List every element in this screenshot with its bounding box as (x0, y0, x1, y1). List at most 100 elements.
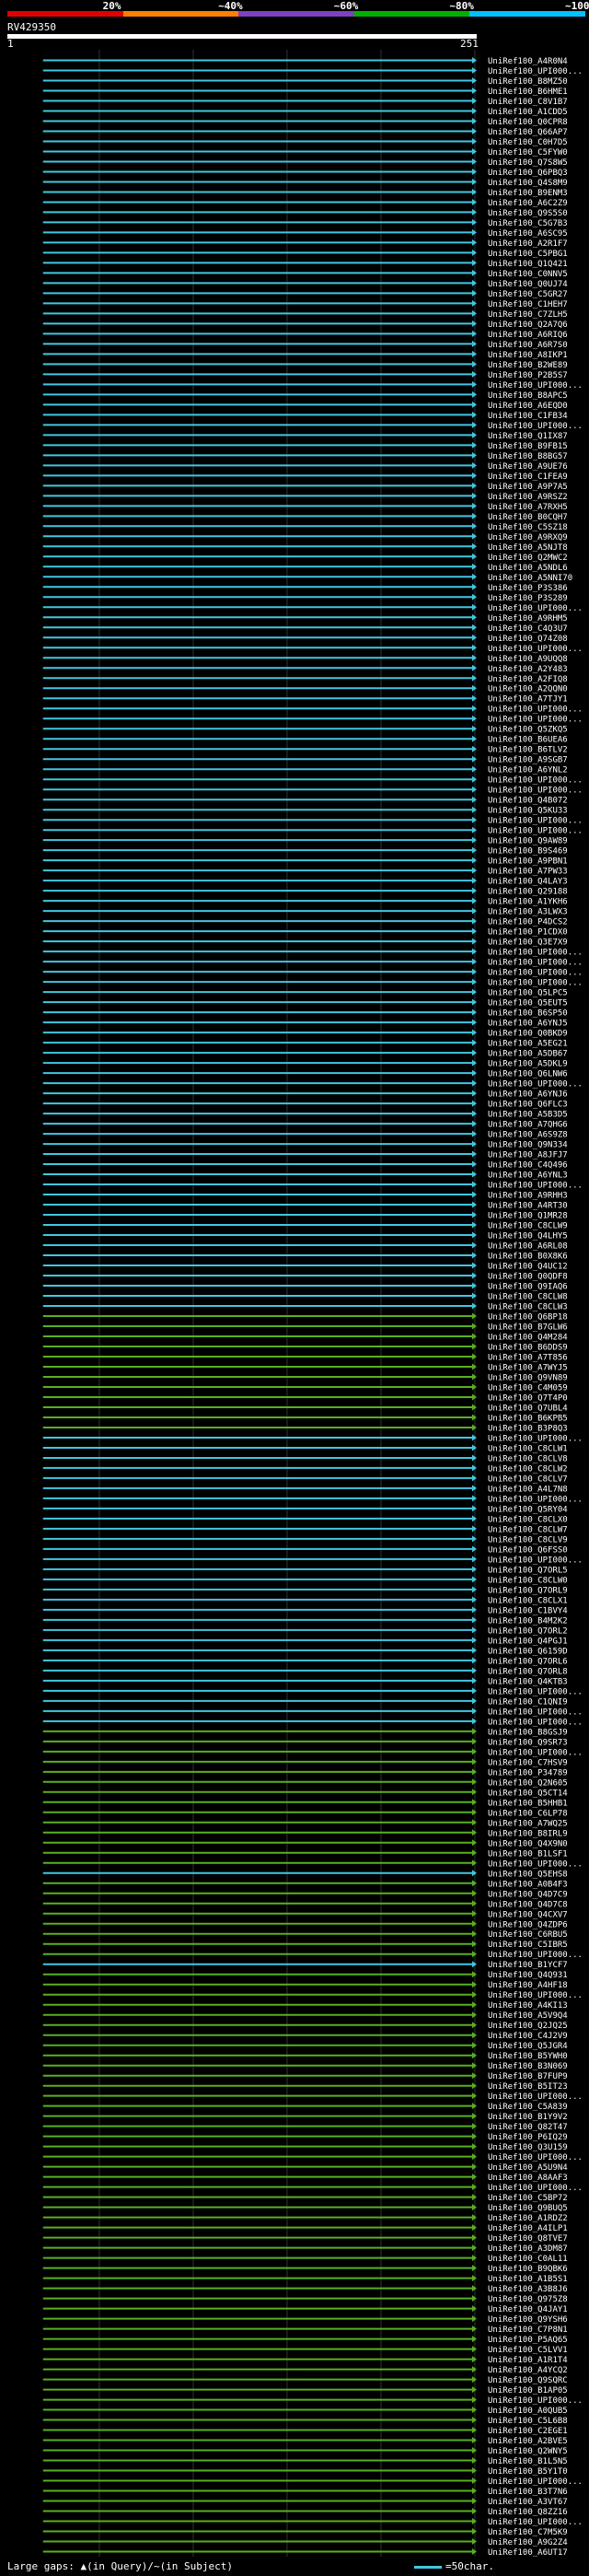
hit-label[interactable]: UniRef100_C1HEH7 (488, 300, 568, 309)
hit-label[interactable]: UniRef100_A9G2Z4 (488, 2538, 568, 2547)
hit-label[interactable]: UniRef100_Q2JQ25 (488, 2022, 568, 2031)
hit-label[interactable]: UniRef100_C4Q496 (488, 1161, 568, 1171)
hit-label[interactable]: UniRef100_B0X8K6 (488, 1253, 568, 1262)
hit-label[interactable]: UniRef100_UPI000... (488, 2092, 583, 2102)
hit-label[interactable]: UniRef100_UPI000... (488, 2518, 583, 2527)
hit-label[interactable]: UniRef100_Q5JGR4 (488, 2042, 568, 2051)
hit-label[interactable]: UniRef100_A5NJT8 (488, 543, 568, 553)
hit-label[interactable]: UniRef100_A9PBN1 (488, 857, 568, 867)
hit-label[interactable]: UniRef100_B7GLW6 (488, 1323, 568, 1332)
hit-label[interactable]: UniRef100_C4M059 (488, 1383, 568, 1393)
hit-label[interactable]: UniRef100_A8IKP1 (488, 351, 568, 360)
hit-label[interactable]: UniRef100_UPI000... (488, 67, 583, 76)
hit-label[interactable]: UniRef100_Q4CXV7 (488, 1910, 568, 1919)
hit-label[interactable]: UniRef100_Q9SR73 (488, 1738, 568, 1747)
hit-label[interactable]: UniRef100_C0AL11 (488, 2255, 568, 2264)
hit-label[interactable]: UniRef100_A5B3D5 (488, 1111, 568, 1120)
hit-label[interactable]: UniRef100_A6S9Z8 (488, 1131, 568, 1140)
hit-label[interactable]: UniRef100_A5V9Q4 (488, 2011, 568, 2021)
hit-label[interactable]: UniRef100_A5EG21 (488, 1040, 568, 1049)
hit-label[interactable]: UniRef100_UPI000... (488, 827, 583, 836)
hit-label[interactable]: UniRef100_B9QBK6 (488, 2265, 568, 2274)
hit-label[interactable]: UniRef100_A7WQ25 (488, 1819, 568, 1828)
hit-label[interactable]: UniRef100_C8CLW0 (488, 1576, 568, 1585)
hit-label[interactable]: UniRef100_B1Y9V2 (488, 2113, 568, 2122)
hit-label[interactable]: UniRef100_B5YWH0 (488, 2052, 568, 2061)
hit-label[interactable]: UniRef100_C5PBG1 (488, 250, 568, 259)
hit-label[interactable]: UniRef100_A6YNL2 (488, 766, 568, 775)
hit-label[interactable]: UniRef100_C8CLV8 (488, 1454, 568, 1463)
hit-label[interactable]: UniRef100_C8CLW9 (488, 1222, 568, 1231)
hit-label[interactable]: UniRef100_A2R1F7 (488, 239, 568, 249)
hit-label[interactable]: UniRef100_B9S469 (488, 847, 568, 857)
hit-label[interactable]: UniRef100_UPI000... (488, 604, 583, 613)
hit-label[interactable]: UniRef100_A1R1T4 (488, 2356, 568, 2365)
hit-label[interactable]: UniRef100_Q0CPR8 (488, 118, 568, 127)
hit-label[interactable]: UniRef100_A4ILP1 (488, 2224, 568, 2233)
hit-label[interactable]: UniRef100_Q5EHS8 (488, 1870, 568, 1879)
hit-label[interactable]: UniRef100_C8CLX0 (488, 1515, 568, 1524)
hit-label[interactable]: UniRef100_A3DM87 (488, 2244, 568, 2254)
hit-label[interactable]: UniRef100_A6RIQ6 (488, 331, 568, 340)
hit-label[interactable]: UniRef100_A5DB67 (488, 1050, 568, 1059)
hit-label[interactable]: UniRef100_A4R0N4 (488, 57, 568, 66)
hit-label[interactable]: UniRef100_UPI000... (488, 979, 583, 988)
hit-label[interactable]: UniRef100_Q4KTB3 (488, 1677, 568, 1686)
hit-label[interactable]: UniRef100_B5HHB1 (488, 1799, 568, 1808)
hit-label[interactable]: UniRef100_UPI000... (488, 1718, 583, 1727)
hit-label[interactable]: UniRef100_Q8ZZ16 (488, 2508, 568, 2517)
hit-label[interactable]: UniRef100_A1RDZ2 (488, 2214, 568, 2223)
hit-label[interactable]: UniRef100_Q5KU33 (488, 807, 568, 816)
hit-label[interactable]: UniRef100_A6YNJ5 (488, 1020, 568, 1029)
hit-label[interactable]: UniRef100_A3B8J6 (488, 2285, 568, 2294)
hit-label[interactable]: UniRef100_C8CLW7 (488, 1525, 568, 1534)
hit-label[interactable]: UniRef100_A6YNL3 (488, 1171, 568, 1181)
hit-label[interactable]: UniRef100_Q8TVE7 (488, 2234, 568, 2244)
hit-label[interactable]: UniRef100_A6RL08 (488, 1242, 568, 1252)
hit-label[interactable]: UniRef100_A0B4F3 (488, 1880, 568, 1889)
hit-label[interactable]: UniRef100_A4YCQ2 (488, 2366, 568, 2375)
hit-label[interactable]: UniRef100_B3N069 (488, 2062, 568, 2071)
hit-label[interactable]: UniRef100_UPI000... (488, 705, 583, 715)
hit-label[interactable]: UniRef100_B2WE89 (488, 361, 568, 370)
hit-label[interactable]: UniRef100_UPI000... (488, 949, 583, 958)
hit-label[interactable]: UniRef100_C7P8N1 (488, 2325, 568, 2335)
hit-label[interactable]: UniRef100_A4HF18 (488, 1981, 568, 1990)
hit-label[interactable]: UniRef100_Q2WNY5 (488, 2447, 568, 2456)
hit-label[interactable]: UniRef100_B6UEA6 (488, 736, 568, 745)
hit-label[interactable]: UniRef100_Q9S5S0 (488, 209, 568, 218)
hit-label[interactable]: UniRef100_A5NNI70 (488, 574, 572, 583)
hit-label[interactable]: UniRef100_B6TLV2 (488, 746, 568, 755)
hit-label[interactable]: UniRef100_C8CLW2 (488, 1464, 568, 1474)
hit-label[interactable]: UniRef100_UPI000... (488, 381, 583, 390)
hit-label[interactable]: UniRef100_P3S289 (488, 594, 568, 603)
hit-label[interactable]: UniRef100_C5FYW0 (488, 148, 568, 157)
hit-label[interactable]: UniRef100_A9P7A5 (488, 483, 568, 492)
hit-label[interactable]: UniRef100_Q0UJ74 (488, 280, 568, 289)
hit-label[interactable]: UniRef100_UPI000... (488, 1687, 583, 1696)
hit-label[interactable]: UniRef100_B8IRL9 (488, 1829, 568, 1838)
hit-label[interactable]: UniRef100_C5G7B3 (488, 219, 568, 228)
hit-label[interactable]: UniRef100_Q4Q931 (488, 1971, 568, 1980)
hit-label[interactable]: UniRef100_Q3U159 (488, 2143, 568, 2152)
hit-label[interactable]: UniRef100_C8CLV7 (488, 1474, 568, 1484)
hit-label[interactable]: UniRef100_UPI000... (488, 817, 583, 826)
hit-label[interactable]: UniRef100_B5Y1T0 (488, 2467, 568, 2477)
hit-label[interactable]: UniRef100_Q9VN89 (488, 1373, 568, 1382)
hit-label[interactable]: UniRef100_C8CLW3 (488, 1303, 568, 1312)
hit-label[interactable]: UniRef100_A9UQQ8 (488, 655, 568, 664)
hit-label[interactable]: UniRef100_Q4LHY5 (488, 1232, 568, 1241)
hit-label[interactable]: UniRef100_Q7ORL5 (488, 1566, 568, 1575)
hit-label[interactable]: UniRef100_A0QUB5 (488, 2407, 568, 2416)
hit-label[interactable]: UniRef100_C5LVV1 (488, 2346, 568, 2355)
hit-label[interactable]: UniRef100_Q5RY04 (488, 1505, 568, 1514)
hit-label[interactable]: UniRef100_A2BVE5 (488, 2437, 568, 2446)
hit-label[interactable]: UniRef100_Q5LPC5 (488, 989, 568, 998)
hit-label[interactable]: UniRef100_Q4PGJ1 (488, 1637, 568, 1646)
hit-label[interactable]: UniRef100_C8CLW8 (488, 1293, 568, 1302)
hit-label[interactable]: UniRef100_Q29188 (488, 888, 568, 897)
hit-label[interactable]: UniRef100_P4DCS2 (488, 918, 568, 927)
hit-label[interactable]: UniRef100_C4J2V9 (488, 2032, 568, 2041)
hit-label[interactable]: UniRef100_A9UE76 (488, 462, 568, 472)
hit-label[interactable]: UniRef100_C5A839 (488, 2103, 568, 2112)
